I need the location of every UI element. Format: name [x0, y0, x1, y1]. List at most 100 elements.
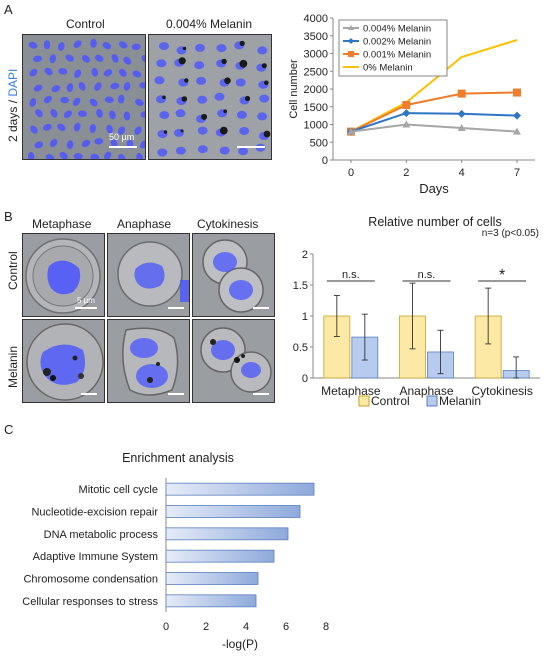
row-label-dapi: DAPI	[6, 68, 20, 97]
micrograph-melanin-2days	[148, 34, 272, 160]
nucleus-mark	[104, 96, 114, 103]
y-tick-label: 500	[310, 137, 328, 149]
enrichment-analysis-chart: Enrichment analysis Mitotic cell cycle Nuc…	[22, 451, 329, 651]
legend-label: 0.002% Melanin	[363, 37, 431, 48]
nucleus-mark	[216, 44, 227, 53]
nucleus-mark	[239, 127, 250, 135]
nucleus-mark	[30, 125, 38, 134]
scale-bar	[81, 393, 97, 395]
y-tick-label: 3000	[304, 49, 328, 61]
nucleus-mark	[110, 139, 118, 148]
nucleus-mark	[159, 42, 169, 51]
nucleus-mark	[118, 153, 126, 159]
legend-label: 0.004% Melanin	[363, 24, 431, 35]
nucleus-mark	[131, 43, 141, 51]
nucleus-mark	[96, 108, 103, 118]
nucleus-mark	[45, 154, 55, 159]
nucleus-mark	[73, 153, 83, 159]
melanin-granule	[178, 57, 186, 65]
significance-label: n.s.	[418, 269, 436, 281]
nucleus-mark	[154, 76, 165, 85]
nucleus-mark	[74, 69, 82, 78]
nucleus-mark	[34, 141, 44, 149]
nucleus-mark	[43, 123, 52, 131]
nucleus-mark	[139, 82, 145, 89]
x-tick-label: 2	[203, 621, 209, 633]
nucleus-mark	[104, 151, 112, 159]
nucleus-mark	[132, 70, 142, 78]
nucleus-mark	[50, 109, 58, 118]
nucleus-mark	[78, 82, 86, 91]
nucleus-mark	[33, 55, 42, 63]
series-line-3	[350, 39, 518, 133]
scale-bar	[168, 393, 184, 395]
enrichment-bar	[165, 527, 289, 541]
nucleus-mark	[123, 111, 131, 121]
x-tick-label: 4	[459, 167, 465, 179]
nucleus-mark	[94, 138, 104, 145]
chart-annotation: n=3 (p<0.05)	[482, 228, 539, 239]
nucleus-mark	[236, 110, 247, 119]
melanin-granule	[184, 78, 189, 83]
enrichment-bar	[165, 594, 257, 608]
melanin-granule	[182, 46, 187, 51]
legend-label-melanin: Melanin	[439, 394, 481, 408]
legend-marker	[348, 25, 354, 30]
melanin-granule	[263, 130, 271, 138]
nucleus-mark	[73, 40, 82, 48]
panel-letter-c: C	[4, 422, 14, 437]
melanin-granule	[221, 58, 227, 65]
legend-label: 0.001% Melanin	[363, 50, 431, 61]
scale-bar	[253, 393, 269, 395]
micrograph-control-2days: 50 µm	[22, 34, 146, 160]
significance-label: *	[499, 267, 505, 284]
cell-control-metaphase: 5 µm	[22, 233, 105, 317]
enrichment-bar	[165, 505, 301, 518]
nucleus-mark	[118, 94, 125, 104]
nucleus-mark	[58, 68, 68, 75]
data-point	[457, 89, 466, 98]
y-tick-label: 0	[302, 373, 308, 385]
nucleus-mark	[214, 92, 225, 101]
data-point	[402, 109, 411, 118]
micro-title-melanin: 0.004% Melanin	[166, 17, 253, 31]
chart-legend: Control Melanin	[358, 394, 481, 408]
nucleus-mark	[259, 94, 270, 103]
y-tick-label: 2000	[304, 84, 328, 96]
nucleus-mark	[49, 54, 57, 64]
cell-melanin-metaphase	[22, 319, 105, 403]
nucleus-mark	[140, 140, 145, 149]
melanin-granule	[239, 40, 245, 46]
melanin-granule	[219, 126, 228, 135]
melanin-granule	[244, 95, 251, 102]
row-label-2days-text: 2 days /	[6, 96, 20, 142]
nucleus-mark	[90, 38, 97, 48]
data-point	[457, 124, 466, 132]
row-label-2days: 2 days / DAPI	[6, 69, 20, 142]
nucleus-mark	[94, 54, 104, 62]
nucleus-mark	[257, 112, 268, 121]
nucleus-mark	[141, 55, 145, 63]
nucleus-mark	[238, 147, 249, 156]
category-label: Chromosome condensation	[23, 574, 158, 586]
x-tick-label: 7	[514, 167, 520, 179]
scale-bar	[109, 146, 137, 148]
nucleus-mark	[90, 153, 100, 159]
data-point	[513, 111, 521, 120]
melanin-granule	[261, 63, 267, 69]
cell-control-cytokinesis	[192, 233, 275, 317]
x-tick-label: Metaphase	[321, 384, 381, 398]
micro-title-control: Control	[66, 17, 105, 31]
panel-letter-b: B	[4, 209, 13, 224]
data-point	[402, 100, 411, 109]
nucleus-mark	[65, 54, 74, 62]
x-axis-label: -log(P)	[222, 637, 258, 651]
nucleus-mark	[109, 110, 116, 120]
y-tick-label: 1500	[304, 102, 328, 114]
panel-letter-a: A	[4, 2, 13, 17]
nucleus-mark	[123, 56, 132, 65]
legend-swatch-melanin	[426, 395, 438, 407]
nucleus-mark	[140, 111, 145, 118]
y-tick-label: 2500	[304, 66, 328, 78]
melanin-granule	[223, 109, 228, 114]
